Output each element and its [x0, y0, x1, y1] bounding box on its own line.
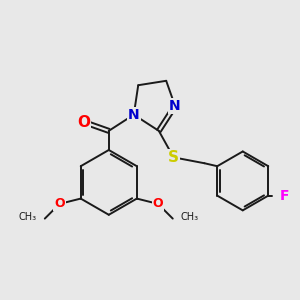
Text: CH₃: CH₃	[18, 212, 37, 222]
Text: N: N	[128, 108, 140, 122]
Text: CH₃: CH₃	[181, 212, 199, 222]
Text: O: O	[77, 115, 90, 130]
Text: O: O	[153, 197, 163, 210]
Text: S: S	[168, 150, 179, 165]
Text: O: O	[54, 197, 65, 210]
Text: N: N	[169, 99, 181, 113]
Text: F: F	[280, 189, 289, 202]
